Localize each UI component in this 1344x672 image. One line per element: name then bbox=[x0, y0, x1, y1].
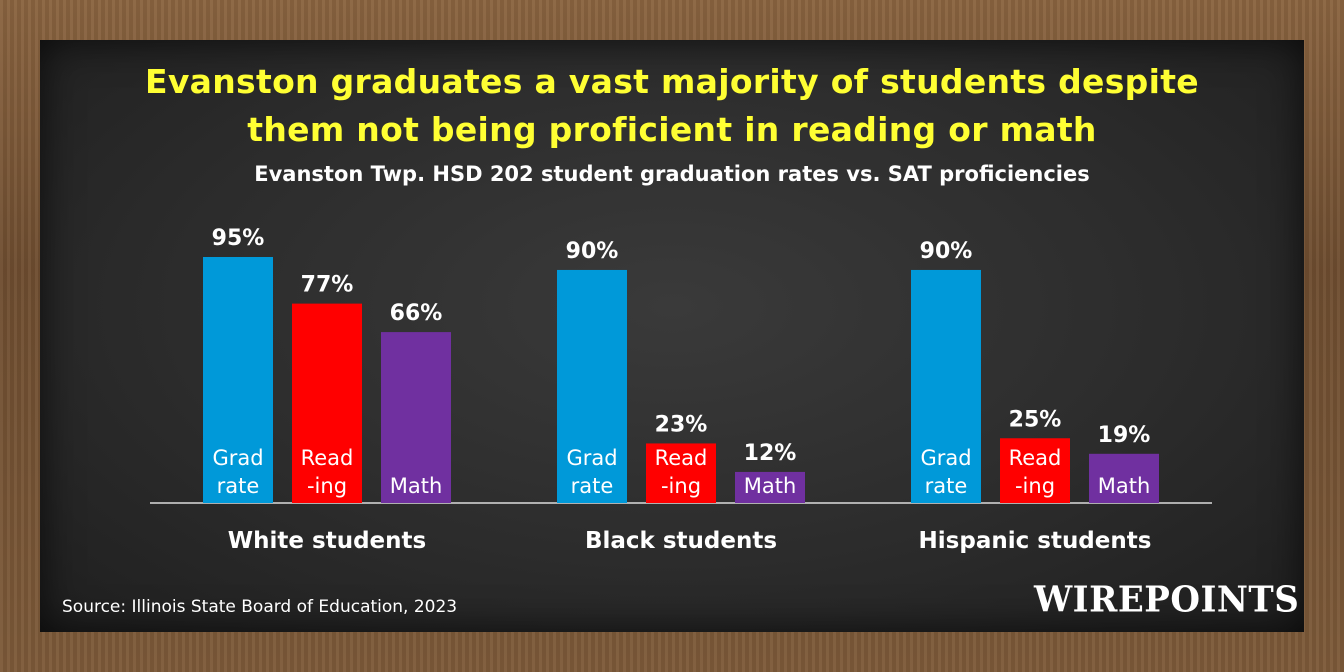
bar-grad-rate bbox=[911, 269, 981, 503]
bar-label: -ing bbox=[307, 474, 347, 498]
bar-reading bbox=[1000, 438, 1070, 503]
data-label: 90% bbox=[920, 239, 973, 264]
data-label: 23% bbox=[655, 412, 708, 437]
bar-label: -ing bbox=[661, 474, 701, 498]
bar-label: Read bbox=[655, 446, 708, 470]
data-label: 90% bbox=[566, 239, 619, 264]
chart-subtitle: Evanston Twp. HSD 202 student graduation… bbox=[254, 162, 1090, 186]
bar-label: Grad bbox=[566, 446, 617, 470]
x-tick-label: Hispanic students bbox=[919, 528, 1152, 554]
bar-label: rate bbox=[217, 474, 260, 498]
chart-title-line-2: them not being proficient in reading or … bbox=[247, 110, 1097, 149]
wirepoints-logo: WIREPOINTS bbox=[1034, 579, 1300, 621]
data-label: 25% bbox=[1009, 407, 1062, 432]
bar-grad-rate bbox=[557, 269, 627, 503]
bar-label: rate bbox=[925, 474, 968, 498]
bar-math bbox=[1089, 453, 1159, 503]
chart-title: Evanston graduates a vast majority of st… bbox=[40, 58, 1304, 154]
data-label: 12% bbox=[744, 441, 797, 466]
data-label: 19% bbox=[1098, 423, 1151, 448]
data-label: 77% bbox=[301, 273, 354, 298]
chart-title-line-1: Evanston graduates a vast majority of st… bbox=[145, 62, 1199, 101]
source-note: Source: Illinois State Board of Educatio… bbox=[62, 597, 458, 617]
bar-reading bbox=[646, 443, 716, 503]
bar-label: Math bbox=[390, 474, 443, 498]
bar-grad-rate bbox=[203, 257, 273, 503]
data-label: 66% bbox=[390, 301, 443, 326]
bar-label: rate bbox=[571, 474, 614, 498]
bar-label: Math bbox=[1098, 474, 1151, 498]
bar-label: Math bbox=[744, 474, 797, 498]
bar-label: -ing bbox=[1015, 474, 1055, 498]
bar-label: Grad bbox=[920, 446, 971, 470]
bar-math bbox=[735, 471, 805, 503]
bar-label: Grad bbox=[212, 446, 263, 470]
bar-math bbox=[381, 332, 451, 503]
bar-label: Read bbox=[1009, 446, 1062, 470]
bar-reading bbox=[292, 303, 362, 503]
x-tick-label: Black students bbox=[585, 528, 777, 554]
x-tick-label: White students bbox=[228, 528, 426, 554]
data-label: 95% bbox=[212, 226, 265, 251]
bar-label: Read bbox=[301, 446, 354, 470]
